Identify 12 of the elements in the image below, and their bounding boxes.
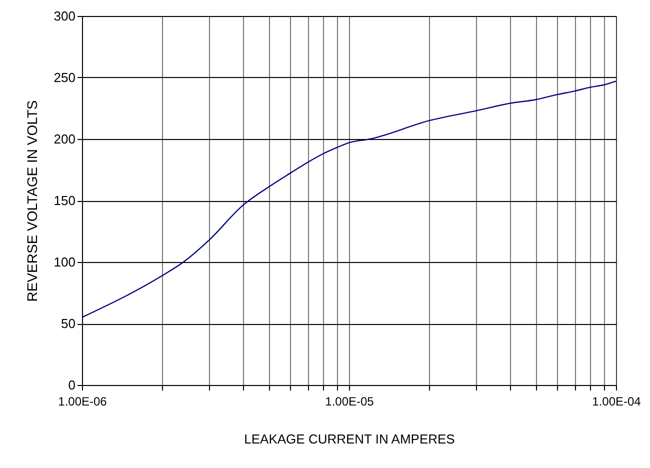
x-tick-label: 1.00E-05 [325,394,374,408]
y-tick-label: 50 [61,316,76,331]
x-tick-label: 1.00E-06 [58,394,108,408]
x-tick-label: 1.00E-04 [592,394,642,408]
y-tick-label: 100 [54,254,76,270]
y-tick-label: 200 [54,132,76,146]
y-tick-label: 150 [54,193,76,208]
y-tick-label: 250 [54,70,76,85]
x-axis-title: LEAKAGE CURRENT IN AMPERES [244,432,456,446]
y-tick-label: 300 [54,8,76,24]
y-axis-title: REVERSE VOLTAGE IN VOLTS [24,100,40,302]
y-tick-label: 0 [68,378,76,392]
